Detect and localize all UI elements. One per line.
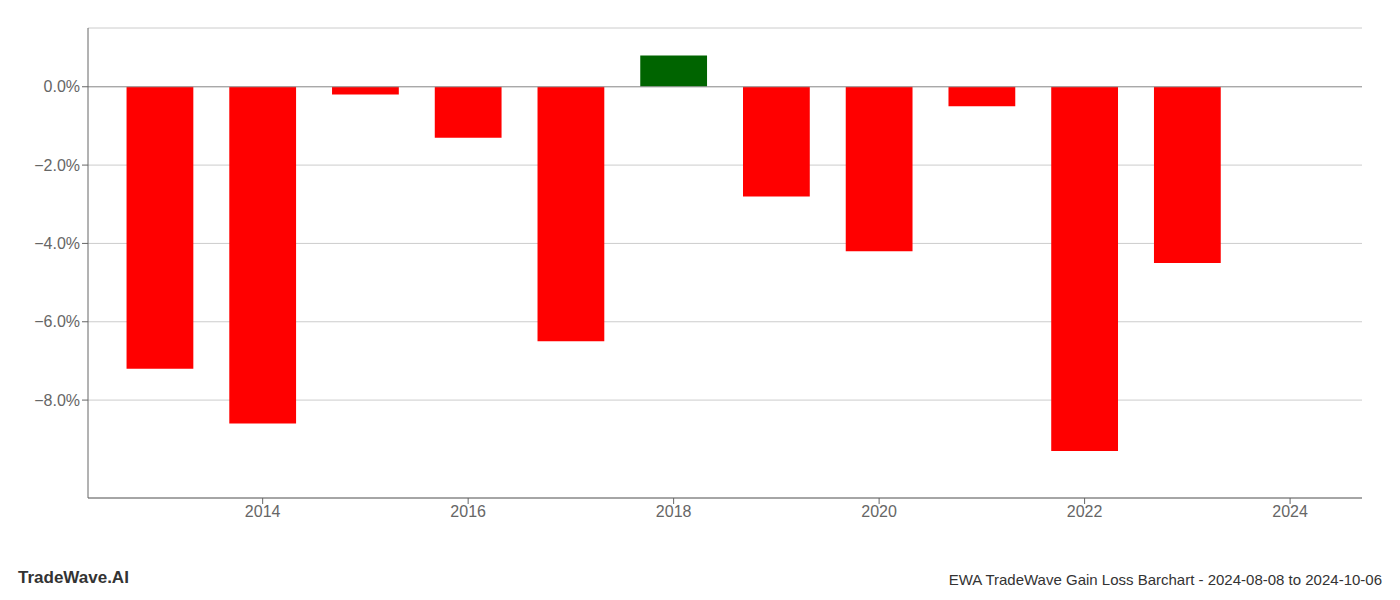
svg-text:−2.0%: −2.0% xyxy=(34,157,80,174)
svg-text:2018: 2018 xyxy=(656,503,692,520)
svg-text:0.0%: 0.0% xyxy=(44,78,80,95)
svg-text:2014: 2014 xyxy=(245,503,281,520)
html-text:TradeWave.AI: TradeWave.AI xyxy=(18,568,129,587)
svg-text:2016: 2016 xyxy=(450,503,486,520)
svg-text:−4.0%: −4.0% xyxy=(34,235,80,252)
html-text:EWA TradeWave Gain Loss Barcha: EWA TradeWave Gain Loss Barchart - 2024-… xyxy=(948,571,1382,588)
svg-text:2020: 2020 xyxy=(861,503,897,520)
svg-text:2022: 2022 xyxy=(1067,503,1103,520)
svg-text:2024: 2024 xyxy=(1272,503,1308,520)
svg-text:−8.0%: −8.0% xyxy=(34,392,80,409)
svg-text:−6.0%: −6.0% xyxy=(34,313,80,330)
